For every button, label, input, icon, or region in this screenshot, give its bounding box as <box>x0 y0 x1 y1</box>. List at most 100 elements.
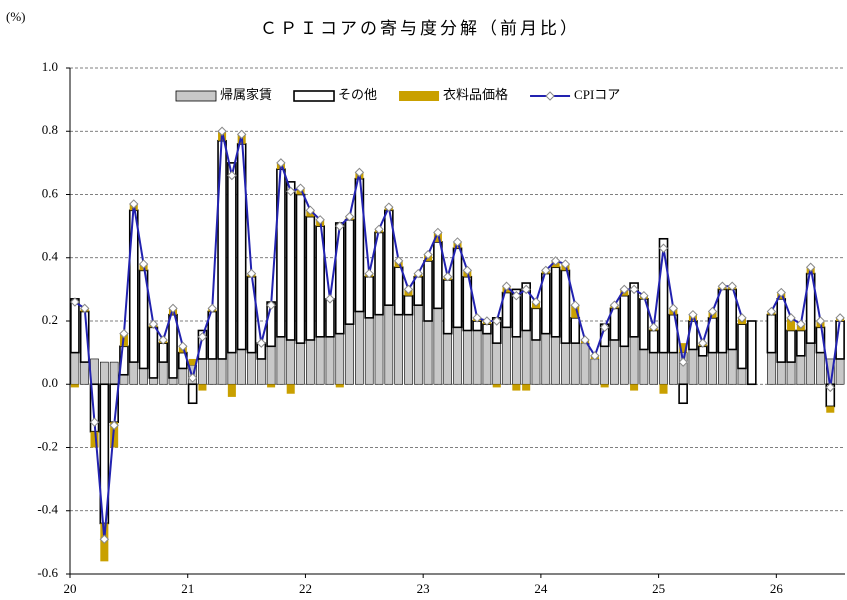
point <box>619 284 629 295</box>
point <box>168 303 178 314</box>
bar-segment <box>600 345 609 385</box>
bar-segment <box>129 361 139 385</box>
point <box>599 322 610 333</box>
point <box>580 335 590 345</box>
point <box>236 129 247 140</box>
bar-segment <box>384 304 394 385</box>
bar-segment <box>521 330 531 385</box>
bar-segment <box>796 329 806 357</box>
point <box>158 335 168 345</box>
bar-segment <box>786 329 796 363</box>
point <box>521 284 531 295</box>
bar-segment <box>629 336 639 385</box>
bar-segment <box>374 314 384 385</box>
point <box>560 259 571 269</box>
y-tick-label: 1.0 <box>42 59 58 74</box>
bar-segment <box>619 294 630 348</box>
bar-segment <box>335 333 345 385</box>
point <box>197 332 208 342</box>
bar-segment <box>679 343 688 353</box>
bar-segment <box>669 352 678 385</box>
legend-swatch <box>175 90 217 102</box>
bar-segment <box>80 361 90 385</box>
bar-segment <box>835 358 845 385</box>
bar-segment <box>600 384 609 388</box>
x-tick-label: 24 <box>534 581 548 596</box>
point <box>805 262 816 272</box>
point <box>295 183 306 193</box>
point <box>825 382 835 393</box>
point <box>217 126 227 136</box>
point <box>835 313 845 323</box>
bar-segment <box>267 384 276 388</box>
bar-segment <box>462 330 472 385</box>
x-tick-label: 20 <box>64 581 77 596</box>
point <box>80 303 90 314</box>
bar-segment <box>551 336 560 385</box>
bar-segment <box>433 241 443 310</box>
bar-segment <box>561 342 570 385</box>
y-tick-label: 0.6 <box>42 185 59 200</box>
bar-segment <box>482 333 492 385</box>
bar-segment <box>550 266 561 338</box>
bar-segment <box>639 349 649 385</box>
point <box>482 316 492 326</box>
bar-segment <box>404 314 413 385</box>
bar-segment <box>776 361 786 385</box>
bar-segment <box>413 275 424 306</box>
point <box>187 373 198 383</box>
point <box>609 300 620 310</box>
bar-segment <box>335 384 344 388</box>
y-tick-label: -0.4 <box>37 502 58 517</box>
bar-segment <box>325 336 335 385</box>
legend-label: 帰属家賃 <box>220 87 272 102</box>
bar-segment <box>629 282 639 338</box>
bar-segment <box>571 305 580 318</box>
point <box>815 316 826 326</box>
bar-segment <box>541 333 551 385</box>
bar-segment <box>266 345 276 385</box>
bar-segment <box>678 383 688 405</box>
bar-segment <box>816 352 825 385</box>
bar-segment <box>630 384 639 391</box>
bar-segment <box>227 162 237 354</box>
bar-segment <box>217 358 227 385</box>
chart-title: ＣＰＩコアの寄与度分解（前月比） <box>260 19 580 38</box>
legend: 帰属家賃 その他 衣料品価格 CPIコア <box>168 84 728 108</box>
bar-segment <box>70 352 80 385</box>
y-unit: (%) <box>6 9 26 24</box>
bar-segment <box>502 327 511 385</box>
bar-segment <box>306 339 315 385</box>
point <box>570 300 580 310</box>
bar-segment <box>364 275 375 319</box>
point <box>472 313 482 323</box>
bar-segment <box>119 374 129 385</box>
bar-segment <box>776 298 787 363</box>
bar-segment <box>70 298 80 354</box>
point <box>590 351 600 361</box>
bar-segment <box>276 336 286 385</box>
point <box>511 290 522 301</box>
bar-segment <box>512 384 521 391</box>
point <box>550 256 561 266</box>
bar-segment <box>296 342 305 385</box>
point <box>658 243 669 253</box>
bar-segment <box>345 323 354 385</box>
legend-swatch <box>293 90 335 102</box>
bar-segment <box>698 355 708 385</box>
bar-segment <box>727 349 737 385</box>
bar-segment <box>619 345 629 385</box>
y-tick-label: -0.2 <box>37 438 58 453</box>
bar-segment <box>649 352 659 385</box>
bar-segment <box>521 282 531 332</box>
bar-segment <box>452 247 463 329</box>
bar-segment <box>766 313 777 354</box>
point <box>403 284 414 295</box>
point <box>698 338 708 348</box>
bar-segment <box>286 384 295 394</box>
bar-segment <box>149 377 158 385</box>
bar-segment <box>570 342 580 385</box>
point <box>688 309 698 320</box>
bar-segment <box>688 349 698 385</box>
point <box>541 265 551 276</box>
